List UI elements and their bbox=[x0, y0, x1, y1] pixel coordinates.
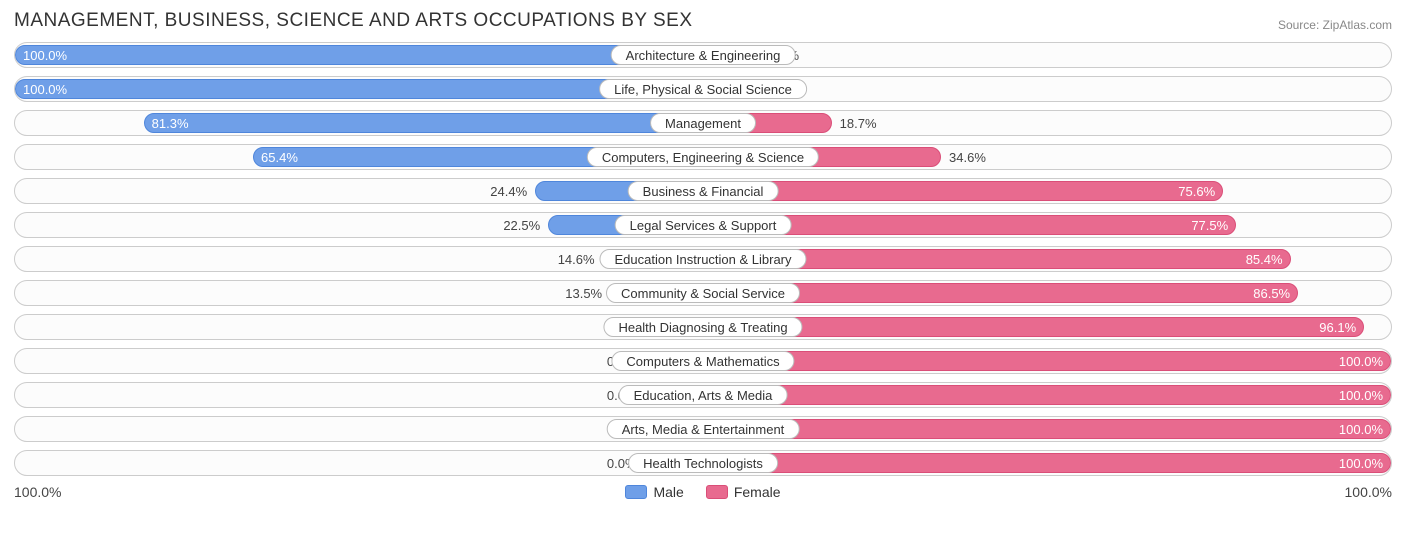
female-pct: 77.5% bbox=[1191, 213, 1228, 237]
male-bar bbox=[15, 45, 703, 65]
category-label: Health Technologists bbox=[628, 453, 778, 473]
chart-row: 0.0%100.0%Education, Arts & Media bbox=[14, 382, 1392, 408]
chart-row: 81.3% 18.7% Management bbox=[14, 110, 1392, 136]
male-pct: 81.3% bbox=[152, 111, 189, 135]
category-label: Architecture & Engineering bbox=[611, 45, 796, 65]
female-pct: 34.6% bbox=[949, 145, 986, 169]
chart-footer: 100.0% Male Female 100.0% bbox=[14, 484, 1392, 500]
category-label: Arts, Media & Entertainment bbox=[607, 419, 800, 439]
axis-left-label: 100.0% bbox=[14, 484, 61, 500]
female-pct: 100.0% bbox=[1339, 451, 1383, 475]
female-bar bbox=[703, 419, 1391, 439]
chart-row: 14.6% 85.4% Education Instruction & Librar… bbox=[14, 246, 1392, 272]
male-pct: 14.6% bbox=[558, 247, 595, 271]
category-label: Management bbox=[650, 113, 756, 133]
chart-row: 3.9%96.1%Health Diagnosing & Treating bbox=[14, 314, 1392, 340]
chart-row: 100.0%0.0%Architecture & Engineering bbox=[14, 42, 1392, 68]
category-label: Legal Services & Support bbox=[615, 215, 792, 235]
male-pct: 100.0% bbox=[23, 77, 67, 101]
category-label: Community & Social Service bbox=[606, 283, 800, 303]
chart-rows: 100.0%0.0%Architecture & Engineering100.… bbox=[14, 42, 1392, 476]
legend-male-swatch bbox=[625, 485, 647, 499]
chart-title: MANAGEMENT, BUSINESS, SCIENCE AND ARTS O… bbox=[14, 10, 693, 32]
chart-row: 100.0%0.0%Life, Physical & Social Scienc… bbox=[14, 76, 1392, 102]
legend-female-label: Female bbox=[734, 484, 781, 500]
female-pct: 85.4% bbox=[1246, 247, 1283, 271]
category-label: Business & Financial bbox=[628, 181, 779, 201]
female-pct: 75.6% bbox=[1178, 179, 1215, 203]
female-pct: 100.0% bbox=[1339, 417, 1383, 441]
female-pct: 86.5% bbox=[1253, 281, 1290, 305]
category-label: Education, Arts & Media bbox=[619, 385, 788, 405]
chart-row: 0.0%100.0%Health Technologists bbox=[14, 450, 1392, 476]
category-label: Health Diagnosing & Treating bbox=[603, 317, 802, 337]
legend-male-label: Male bbox=[653, 484, 683, 500]
legend-male: Male bbox=[625, 484, 683, 500]
category-label: Computers & Mathematics bbox=[611, 351, 794, 371]
legend-female-swatch bbox=[706, 485, 728, 499]
female-bar bbox=[703, 351, 1391, 371]
female-bar bbox=[703, 385, 1391, 405]
female-bar bbox=[703, 453, 1391, 473]
male-bar bbox=[144, 113, 703, 133]
category-label: Education Instruction & Library bbox=[599, 249, 806, 269]
chart-row: 0.0%100.0%Computers & Mathematics bbox=[14, 348, 1392, 374]
legend-female: Female bbox=[706, 484, 781, 500]
male-pct: 13.5% bbox=[565, 281, 602, 305]
male-pct: 65.4% bbox=[261, 145, 298, 169]
chart-row: 24.4% 75.6% Business & Financial bbox=[14, 178, 1392, 204]
male-pct: 100.0% bbox=[23, 43, 67, 67]
chart-header: MANAGEMENT, BUSINESS, SCIENCE AND ARTS O… bbox=[14, 10, 1392, 32]
chart-source: Source: ZipAtlas.com bbox=[1278, 18, 1392, 32]
chart-row: 65.4% 34.6% Computers, Engineering & Scien… bbox=[14, 144, 1392, 170]
female-pct: 96.1% bbox=[1319, 315, 1356, 339]
chart-row: 22.5% 77.5% Legal Services & Support bbox=[14, 212, 1392, 238]
male-pct: 22.5% bbox=[503, 213, 540, 237]
male-pct: 24.4% bbox=[490, 179, 527, 203]
category-label: Computers, Engineering & Science bbox=[587, 147, 819, 167]
female-pct: 100.0% bbox=[1339, 383, 1383, 407]
female-pct: 100.0% bbox=[1339, 349, 1383, 373]
chart-row: 0.0%100.0%Arts, Media & Entertainment bbox=[14, 416, 1392, 442]
category-label: Life, Physical & Social Science bbox=[599, 79, 807, 99]
female-pct: 18.7% bbox=[840, 111, 877, 135]
legend: Male Female bbox=[625, 484, 780, 500]
axis-right-label: 100.0% bbox=[1345, 484, 1392, 500]
female-bar bbox=[703, 181, 1223, 201]
chart-row: 13.5% 86.5% Community & Social Service bbox=[14, 280, 1392, 306]
